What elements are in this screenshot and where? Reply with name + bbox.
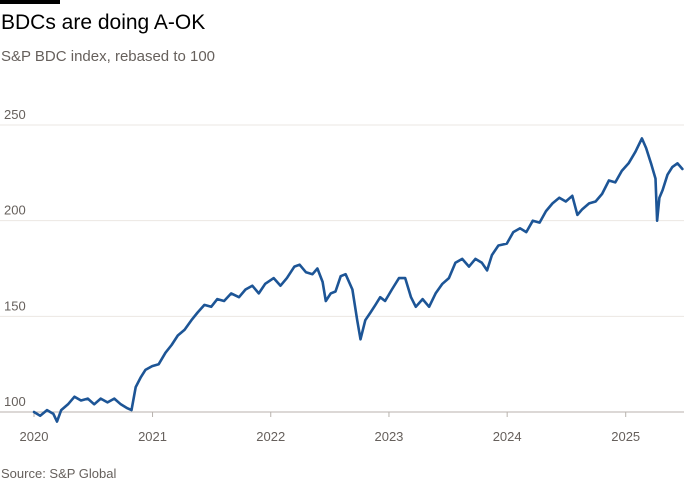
chart-subtitle: S&P BDC index, rebased to 100 <box>1 48 216 65</box>
x-tick-label-2024: 2024 <box>493 429 522 444</box>
series-layer <box>32 137 684 423</box>
y-tick-label-250: 250 <box>4 107 26 122</box>
brand-bar <box>0 0 60 4</box>
y-tick-label-100: 100 <box>4 394 26 409</box>
chart-title: BDCs are doing A-OK <box>1 11 206 34</box>
x-tick-label-2022: 2022 <box>256 429 285 444</box>
x-tick-label-2023: 2023 <box>374 429 403 444</box>
x-tick-label-2021: 2021 <box>138 429 167 444</box>
source-note: Source: S&P Global <box>1 466 117 481</box>
x-tick-label-2025: 2025 <box>611 429 640 444</box>
y-axis-ticks: 100 150 200 250 <box>4 107 26 409</box>
x-axis-ticks: 2020 2021 2022 2023 2024 2025 <box>20 412 640 444</box>
y-tick-label-150: 150 <box>4 298 26 313</box>
y-tick-label-200: 200 <box>4 203 26 218</box>
grid-lines <box>0 124 684 413</box>
series-line-0 <box>32 137 684 423</box>
x-tick-label-2020: 2020 <box>20 429 49 444</box>
line-chart: 100 150 200 250 2020 2021 2022 2023 2024 2025 <box>0 107 684 444</box>
